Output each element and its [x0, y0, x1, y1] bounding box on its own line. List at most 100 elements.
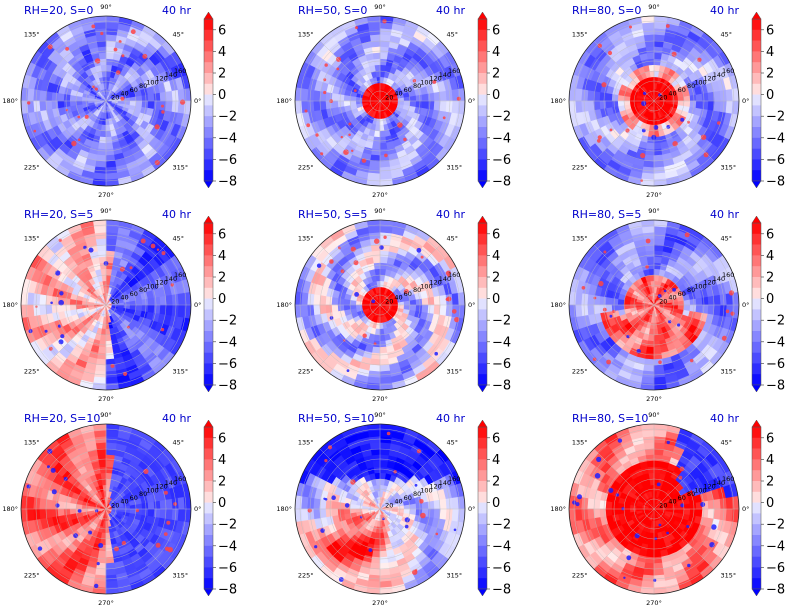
colorbar-tick-label: −8 — [492, 379, 511, 394]
colorbar: 6 4 2 0 −2 −4 −6 −8 — [751, 215, 785, 394]
theta-tick-label: 45° — [721, 31, 733, 39]
polar-field — [21, 220, 191, 390]
colorbar-tick-label: 4 — [492, 453, 500, 468]
colorbar-tick-label: 2 — [218, 67, 226, 82]
colorbar-tick-label: −6 — [492, 153, 511, 168]
polar-panel: 20 40 60 8010012014016090°45°0°315°270°225°… — [276, 3, 511, 199]
radial-tick-label: 80 — [413, 82, 421, 90]
colorbar-tick-label: 0 — [766, 88, 774, 103]
colorbar-tick-label: −8 — [492, 175, 511, 190]
colorbar: 6 4 2 0 −2 −4 −6 −8 — [203, 215, 237, 394]
colorbar-tick-label: −2 — [218, 110, 237, 125]
panel-time-label: 40 hr — [162, 4, 191, 17]
theta-tick-label: 225° — [572, 572, 588, 580]
radial-tick-label: 120 — [155, 75, 167, 83]
colorbar-tick-label: 2 — [218, 271, 226, 286]
polar-panel: 20 40 60 8010012014016090°45°0°315°270°225°… — [2, 3, 237, 199]
polar-field — [21, 424, 191, 594]
colorbar-tick-label: −6 — [218, 357, 237, 372]
radial-tick-label: 120 — [703, 279, 715, 287]
radial-tick-label: 80 — [139, 286, 147, 294]
radial-tick-label: 20 — [111, 297, 119, 305]
theta-tick-label: 90° — [374, 3, 386, 11]
panel-time-label: 40 hr — [710, 412, 739, 425]
colorbar-tick-label: −6 — [766, 153, 785, 168]
radial-tick-label: 80 — [687, 82, 695, 90]
radial-tick-label: 20 — [385, 501, 393, 509]
polar-border — [568, 423, 740, 595]
theta-tick-label: 315° — [173, 572, 189, 580]
polar-field — [295, 16, 465, 186]
colorbar-tick-label: 0 — [766, 496, 774, 511]
colorbar-tick-label: 4 — [218, 453, 226, 468]
colorbar-tick-label: 2 — [766, 475, 774, 490]
theta-tick-label: 90° — [374, 207, 386, 215]
colorbar-tick-label: 2 — [766, 271, 774, 286]
theta-tick-label: 225° — [298, 572, 314, 580]
radial-tick-label: 60 — [678, 494, 686, 502]
colorbar-tick-label: 4 — [766, 249, 774, 264]
colorbar: 6 4 2 0 −2 −4 −6 −8 — [477, 419, 511, 598]
colorbar-tick-label: 2 — [766, 67, 774, 82]
colorbar-tick-label: 6 — [218, 227, 226, 242]
theta-tick-label: 135° — [298, 31, 314, 39]
radial-tick-label: 80 — [139, 490, 147, 498]
radial-tick-label: 100 — [146, 486, 158, 494]
radial-tick-label: 140 — [713, 71, 725, 79]
colorbar-tick-label: 0 — [492, 496, 500, 511]
theta-tick-label: 270° — [98, 191, 114, 199]
theta-tick-label: 315° — [447, 164, 463, 172]
radial-tick-label: 20 — [111, 501, 119, 509]
polar-border — [20, 423, 192, 595]
panel-title: RH=20, S=0 — [24, 4, 93, 17]
theta-tick-label: 180° — [2, 505, 18, 513]
colorbar-tick-label: −2 — [492, 518, 511, 533]
radial-tick-label: 80 — [139, 82, 147, 90]
radial-tick-label: 60 — [404, 290, 412, 298]
radial-tick-label: 160 — [448, 271, 460, 279]
radial-tick-label: 80 — [687, 490, 695, 498]
radial-tick-label: 140 — [713, 479, 725, 487]
polar-border — [294, 423, 466, 595]
panel-time-label: 40 hr — [710, 208, 739, 221]
colorbar: 6 4 2 0 −2 −4 −6 −8 — [203, 419, 237, 598]
polar-border — [294, 219, 466, 391]
colorbar-tick-label: −4 — [766, 539, 785, 554]
radial-tick-label: 40 — [668, 90, 676, 98]
colorbar-tick-label: 2 — [492, 475, 500, 490]
radial-tick-label: 100 — [694, 282, 706, 290]
colorbar-tick-label: −8 — [492, 583, 511, 598]
polar-field — [569, 220, 739, 390]
colorbar-tick-label: −2 — [492, 314, 511, 329]
colorbar-tick-label: 0 — [766, 292, 774, 307]
theta-tick-label: 45° — [173, 439, 185, 447]
polar-border — [568, 219, 740, 391]
radial-tick-label: 20 — [659, 501, 667, 509]
theta-tick-label: 180° — [550, 97, 566, 105]
polar-border — [20, 15, 192, 187]
colorbar-tick-label: 4 — [492, 249, 500, 264]
colorbar-tick-label: −8 — [218, 583, 237, 598]
theta-tick-label: 180° — [276, 301, 292, 309]
theta-tick-label: 90° — [100, 207, 112, 215]
colorbar-tick-label: 2 — [492, 67, 500, 82]
theta-tick-label: 270° — [646, 395, 662, 403]
radial-tick-label: 100 — [146, 282, 158, 290]
colorbar-tick-label: −4 — [492, 335, 511, 350]
colorbar-tick-label: 2 — [218, 475, 226, 490]
colorbar-tick-label: 6 — [218, 23, 226, 38]
panel-title: RH=50, S=0 — [298, 4, 367, 17]
radial-tick-label: 140 — [439, 71, 451, 79]
theta-tick-label: 135° — [298, 235, 314, 243]
polar-border — [294, 15, 466, 187]
theta-tick-label: 90° — [374, 411, 386, 419]
theta-tick-label: 0° — [194, 301, 201, 309]
theta-tick-label: 135° — [24, 235, 40, 243]
radial-tick-label: 60 — [130, 86, 138, 94]
colorbar-tick-label: −2 — [492, 110, 511, 125]
theta-tick-label: 225° — [572, 368, 588, 376]
polar-field — [569, 424, 739, 594]
theta-tick-label: 225° — [298, 368, 314, 376]
radial-tick-label: 140 — [439, 479, 451, 487]
